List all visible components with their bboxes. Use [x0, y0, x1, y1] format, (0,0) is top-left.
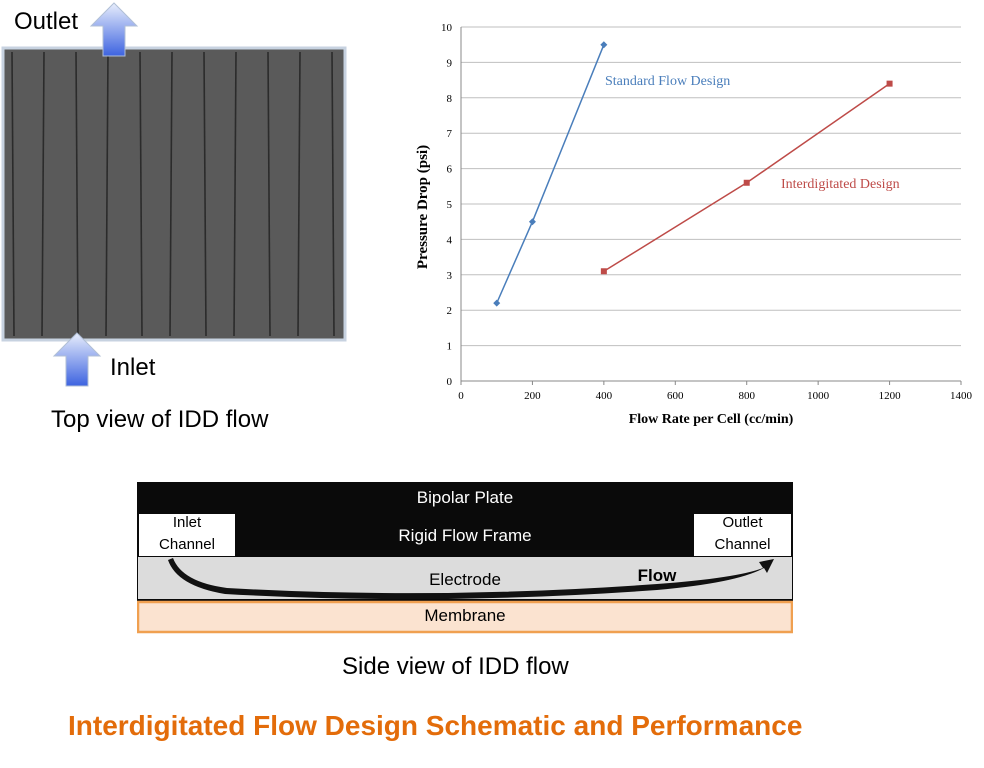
y-tick-label: 2 — [447, 305, 453, 317]
inlet-channel-label-line1: Inlet — [172, 514, 202, 531]
outlet-channel-label-line1: Outlet — [722, 514, 763, 531]
y-tick-label: 5 — [447, 199, 453, 211]
flow-plate — [1, 46, 347, 342]
y-tick-label: 4 — [447, 234, 453, 246]
outlet-channel-label-line2: Channel — [714, 536, 771, 553]
x-tick-label: 1200 — [879, 390, 902, 402]
membrane-label: Membrane — [424, 606, 506, 625]
flow-channel — [203, 51, 207, 337]
x-tick-label: 1000 — [807, 390, 830, 402]
y-tick-label: 10 — [441, 22, 453, 34]
flow-channel — [75, 51, 79, 337]
y-tick-label: 7 — [447, 128, 453, 140]
side-view-caption: Side view of IDD flow — [342, 653, 569, 680]
data-point — [600, 41, 608, 49]
flow-channel — [11, 51, 15, 337]
y-tick-label: 1 — [447, 341, 453, 353]
flow-channel — [139, 51, 143, 337]
series-line — [496, 44, 605, 304]
y-tick-label: 9 — [447, 57, 453, 69]
data-point — [528, 218, 536, 226]
rigid-flow-frame-label: Rigid Flow Frame — [398, 526, 532, 545]
data-point — [600, 268, 607, 275]
flow-channel — [41, 51, 45, 337]
x-tick-label: 200 — [524, 390, 541, 402]
data-point — [886, 80, 893, 87]
chart-grid — [461, 26, 961, 347]
data-point — [493, 299, 501, 307]
top-view-caption: Top view of IDD flow — [51, 406, 269, 433]
electrode-label: Electrode — [429, 570, 501, 589]
y-tick-label: 6 — [447, 164, 453, 176]
flow-channel — [331, 51, 335, 337]
flow-channels — [11, 51, 335, 337]
x-tick-label: 800 — [738, 390, 755, 402]
outlet-channel — [694, 514, 791, 556]
flow-channel — [233, 51, 237, 337]
membrane-layer — [137, 600, 793, 634]
y-tick-label: 0 — [447, 376, 453, 388]
top-view-diagram — [1, 2, 347, 387]
legend-interdigitated: Interdigitated Design — [781, 177, 900, 192]
chart-ticks: 0 1 2 3 4 5 6 7 8 9 10 0 200 400 600 800 1000 1200 1400 — [441, 22, 973, 402]
flow-arrow-icon — [168, 558, 774, 600]
side-view-layers — [137, 482, 793, 634]
legend-standard-flow: Standard Flow Design — [605, 74, 730, 89]
x-tick-label: 1400 — [950, 390, 973, 402]
y-tick-label: 3 — [447, 270, 453, 282]
x-axis-label: Flow Rate per Cell (cc/min) — [629, 412, 794, 427]
bipolar-plate — [137, 482, 793, 556]
outlet-arrow-icon — [89, 2, 139, 57]
side-view-diagram: Bipolar Plate Rigid Flow Frame Inlet Cha… — [137, 482, 793, 634]
flow-channel — [297, 51, 301, 337]
y-axis-label: Pressure Drop (psi) — [415, 145, 431, 269]
outlet-label: Outlet — [14, 8, 79, 35]
y-tick-label: 8 — [447, 93, 453, 105]
flow-channel — [169, 51, 173, 337]
x-tick-label: 0 — [458, 390, 464, 402]
page-title: Interdigitated Flow Design Schematic and… — [68, 710, 803, 741]
inlet-arrow-icon — [52, 332, 102, 387]
bipolar-plate-label: Bipolar Plate — [416, 488, 514, 507]
chart-axes — [460, 27, 962, 385]
data-point — [743, 179, 750, 186]
x-tick-label: 400 — [596, 390, 613, 402]
inlet-channel — [139, 514, 235, 556]
flow-label: Flow — [637, 566, 677, 585]
x-tick-label: 600 — [667, 390, 684, 402]
inlet-label: Inlet — [110, 354, 156, 381]
flow-channel — [267, 51, 271, 337]
inlet-channel-label-line2: Channel — [159, 536, 215, 553]
pressure-drop-chart: 0 1 2 3 4 5 6 7 8 9 10 0 200 400 600 800 1000 1200 1400 Fl… — [415, 22, 973, 427]
flow-channel — [105, 51, 109, 337]
chart-series — [493, 41, 893, 307]
